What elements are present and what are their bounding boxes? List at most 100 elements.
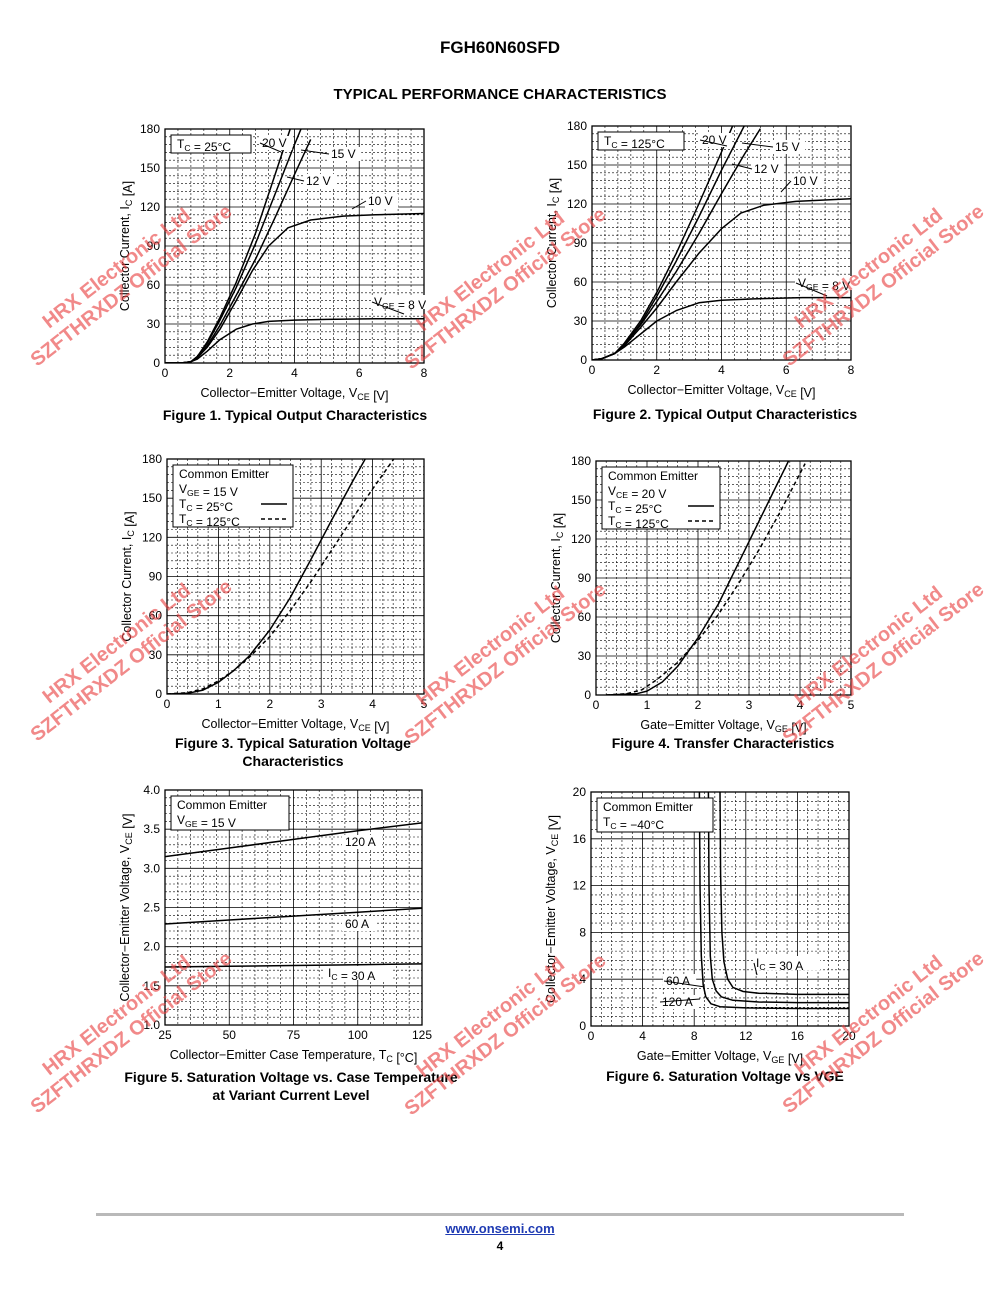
x-tick-label: 0 (588, 1029, 595, 1043)
y-tick-label: 8 (579, 925, 586, 939)
x-tick-label: 1 (215, 697, 222, 711)
legend-entry-fig4-0: Common Emitter (608, 469, 698, 483)
label-leader-line (286, 176, 305, 182)
y-tick-label: 4 (579, 972, 586, 986)
legend-entry-fig6-0: Common Emitter (603, 800, 693, 814)
x-axis-title-fig4: Gate−Emitter Voltage, VGE [V] (640, 718, 806, 735)
figure-3-caption-line2: Characteristics (242, 753, 344, 769)
x-tick-label: 1 (644, 698, 651, 712)
y-tick-label: 60 (578, 610, 592, 624)
x-tick-label: 50 (223, 1028, 237, 1042)
x-tick-label: 4 (291, 366, 298, 380)
label-leader-line (741, 142, 774, 148)
x-tick-label: 4 (639, 1029, 646, 1043)
legend-entry-fig1-0: TC = 25°C (177, 137, 231, 154)
x-tick-label: 2 (226, 366, 233, 380)
grid-fig1 (164, 128, 425, 364)
legend-entry-fig3-1: VGE = 15 V (179, 482, 238, 499)
series-label-fig5-0: 120 A (345, 835, 376, 849)
section-title: TYPICAL PERFORMANCE CHARACTERISTICS (333, 86, 667, 103)
series-line-fig1-4 (165, 318, 424, 363)
series-label-fig2-4: VGE = 8 V (798, 276, 850, 293)
series-line-fig2-4 (592, 296, 851, 360)
series-line-fig6-0 (698, 792, 849, 1010)
y-tick-label: 60 (147, 278, 161, 292)
y-tick-label: 3.0 (143, 861, 160, 875)
x-axis-title-fig2: Collector−Emitter Voltage, VCE [V] (628, 383, 816, 400)
footer-divider (96, 1213, 904, 1216)
legend-entry-fig2-0: TC = 125°C (604, 134, 665, 151)
x-tick-label: 4 (718, 363, 725, 377)
legend-box-fig6 (596, 797, 714, 833)
chart-fig3: 0 1 2 3 4 5 0 30 60 90 120 150 180 Collector−Emitter … (120, 452, 428, 734)
chart-fig4: 0 1 2 3 4 5 0 30 60 90 120 150 180 Gate−Emitter Volta… (549, 454, 855, 735)
y-tick-label: 60 (149, 609, 163, 623)
label-leader-line (371, 301, 405, 315)
y-tick-label: 180 (567, 119, 587, 133)
x-tick-label: 8 (848, 363, 855, 377)
y-tick-label: 90 (574, 236, 588, 250)
figure-6-caption: Figure 6. Saturation Voltage vs VGE (606, 1068, 844, 1084)
x-tick-label: 8 (421, 366, 428, 380)
y-tick-label: 4.0 (143, 783, 160, 797)
y-tick-label: 120 (142, 530, 162, 544)
x-tick-label: 2 (653, 363, 660, 377)
x-tick-label: 2 (266, 697, 273, 711)
x-tick-label: 8 (691, 1029, 698, 1043)
footer-website-link[interactable]: www.onsemi.com (445, 1221, 555, 1236)
y-tick-label: 12 (573, 879, 587, 893)
label-leader-line (659, 998, 701, 1003)
x-tick-label: 5 (421, 697, 428, 711)
y-tick-label: 90 (149, 570, 163, 584)
y-axis-title-fig2: Collector Current, IC [A] (545, 178, 562, 308)
x-tick-label: 5 (848, 698, 855, 712)
x-tick-label: 100 (348, 1028, 368, 1042)
series-label-fig6-1: 60 A (666, 974, 690, 988)
y-tick-label: 3.5 (143, 822, 160, 836)
x-axis-title-fig1: Collector−Emitter Voltage, VCE [V] (201, 386, 389, 403)
x-tick-label: 20 (842, 1029, 856, 1043)
y-tick-label: 180 (140, 122, 160, 136)
y-tick-label: 1.0 (143, 1018, 160, 1032)
page-number: 4 (496, 1239, 504, 1253)
series-label-fig1-2: 12 V (306, 174, 331, 188)
x-tick-label: 6 (783, 363, 790, 377)
series-label-fig2-2: 12 V (754, 162, 779, 176)
y-tick-label: 90 (578, 571, 592, 585)
label-leader-line (259, 142, 282, 153)
x-tick-label: 0 (593, 698, 600, 712)
y-tick-label: 150 (140, 161, 160, 175)
series-label-fig5-2: IC = 30 A (328, 966, 375, 983)
x-tick-label: 0 (162, 366, 169, 380)
label-leader-line (731, 163, 753, 170)
label-leader-line (795, 282, 828, 297)
legend-entry-fig3-0: Common Emitter (179, 467, 269, 481)
figure-5-caption: Figure 5. Saturation Voltage vs. Case Te… (124, 1069, 458, 1085)
label-leader-line (351, 200, 367, 210)
y-tick-label: 20 (573, 785, 587, 799)
grid-fig3 (166, 458, 425, 695)
series-line-fig3-1 (167, 459, 395, 694)
legend-entry-fig5-0: Common Emitter (177, 798, 267, 812)
y-tick-label: 150 (567, 158, 587, 172)
x-tick-label: 16 (791, 1029, 805, 1043)
legend-entry-fig3-2: TC = 25°C (179, 497, 233, 514)
y-tick-label: 0 (584, 688, 591, 702)
series-label-fig1-4: VGE = 8 V (374, 295, 426, 312)
x-tick-label: 3 (318, 697, 325, 711)
series-label-fig6-0: IC = 30 A (756, 956, 803, 973)
figure-3-caption: Figure 3. Typical Saturation Voltage (175, 735, 411, 751)
series-label-fig1-1: 15 V (331, 147, 356, 161)
y-tick-label: 30 (574, 314, 588, 328)
plot-frame-fig5 (164, 789, 423, 1026)
legend-box-fig5 (170, 795, 290, 831)
y-axis-title-fig4: Collector Current, IC [A] (549, 513, 566, 643)
legend-entry-fig3-3: TC = 125°C (179, 512, 240, 529)
series-line-fig4-1 (606, 463, 806, 695)
x-tick-label: 0 (164, 697, 171, 711)
y-tick-label: 0 (155, 687, 162, 701)
series-label-fig6-2: 120 A (662, 995, 693, 1009)
label-leader-line (699, 139, 728, 147)
chart-fig6: 0 4 8 12 16 20 0 4 8 12 16 20 Gate−Emitter Voltage, … (544, 785, 856, 1066)
